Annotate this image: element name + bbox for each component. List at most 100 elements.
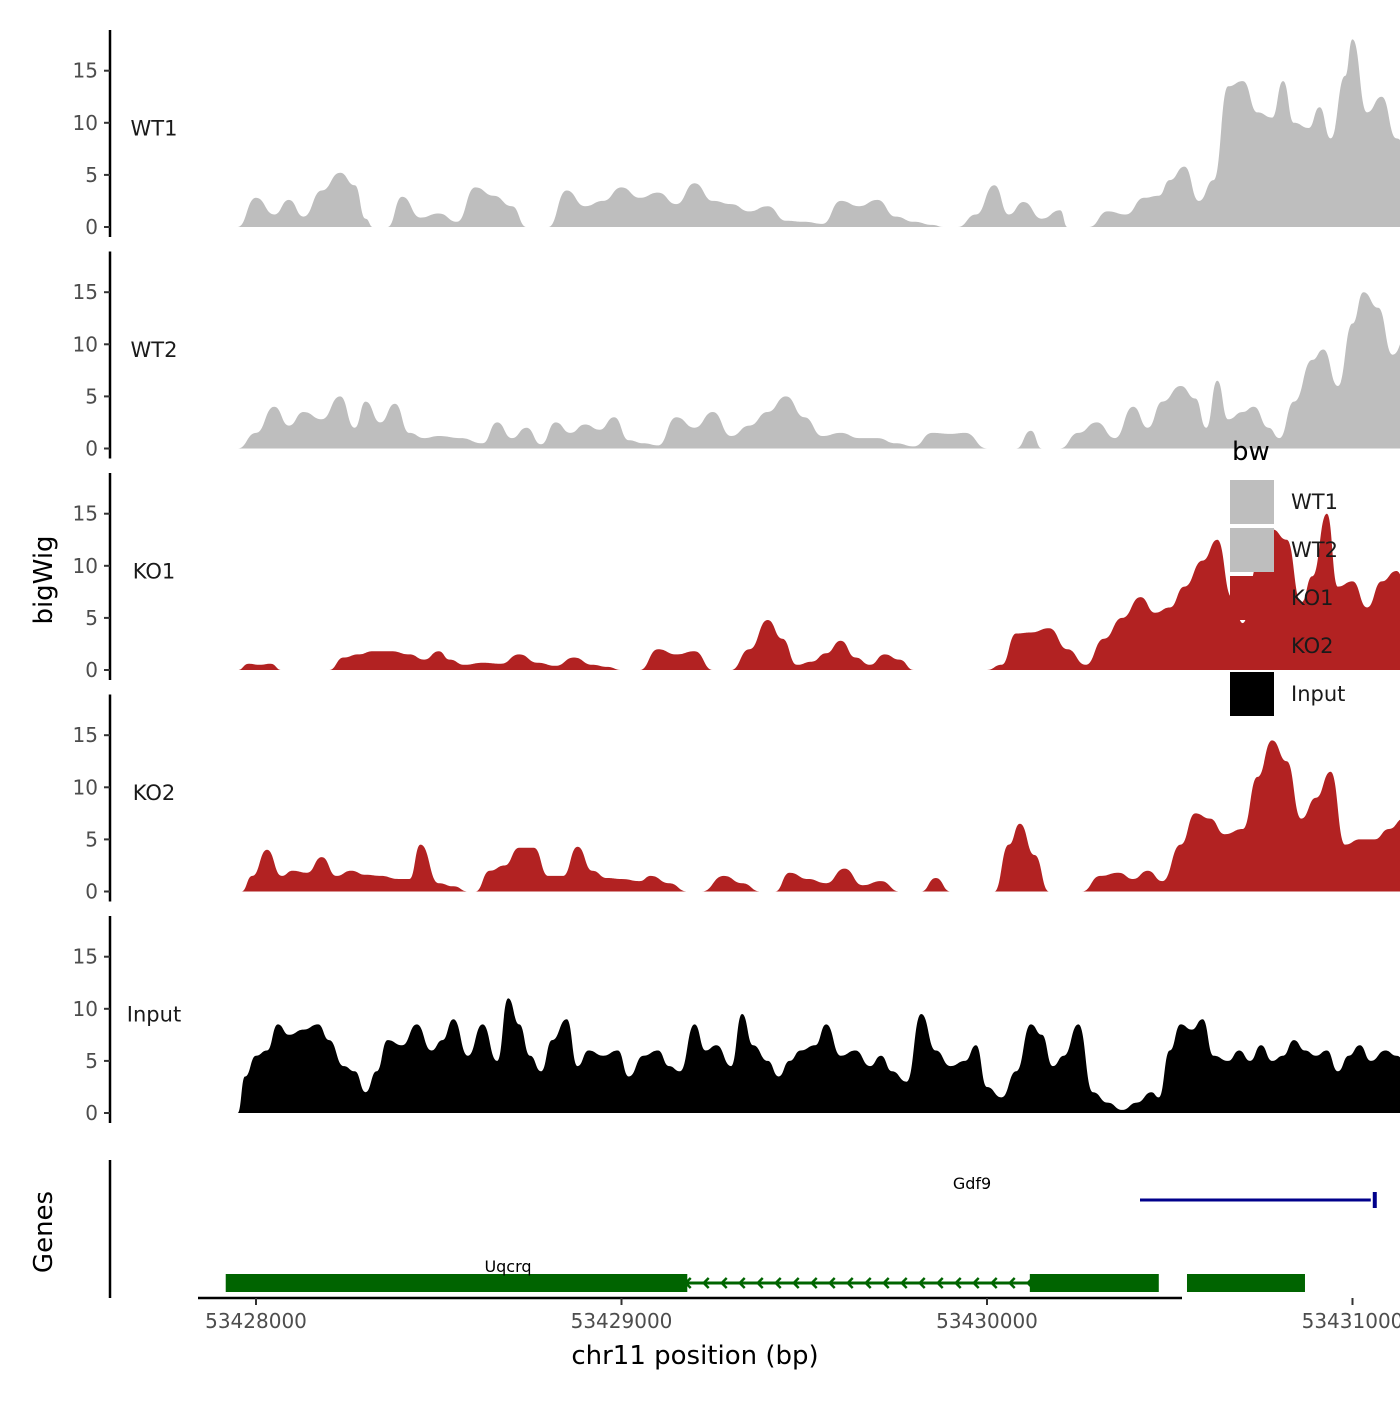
y-tick-label: 10 <box>73 111 98 135</box>
strand-arrow <box>755 1277 764 1289</box>
gene-name: Gdf9 <box>953 1174 991 1193</box>
y-tick-label: 15 <box>73 280 98 304</box>
y-tick-label: 0 <box>85 215 98 239</box>
y-tick-label: 5 <box>85 606 98 630</box>
area-wt1 <box>387 187 527 227</box>
genes-axis-title: Genes <box>29 1191 59 1273</box>
strand-arrow <box>971 1277 980 1289</box>
area-wt2 <box>1060 292 1400 449</box>
y-tick-label: 5 <box>85 163 98 187</box>
y-tick-label: 15 <box>73 59 98 83</box>
area-ko2 <box>994 823 1050 892</box>
x-axis: 5342800053429000534300005343100053432000… <box>198 1296 1400 1333</box>
area-ko1 <box>329 651 622 670</box>
strand-arrow <box>809 1277 818 1289</box>
x-axis-title: chr11 position (bp) <box>571 1341 818 1371</box>
strand-arrow <box>1007 1277 1016 1289</box>
y-tick-label: 10 <box>73 997 98 1021</box>
strand-arrow <box>737 1277 746 1289</box>
area-ko2 <box>921 878 951 892</box>
legend-title: bw <box>1232 437 1270 467</box>
legend-swatch-wt2 <box>1230 528 1274 572</box>
y-axis-title: bigWig <box>29 535 59 624</box>
track-label: WT1 <box>131 116 178 140</box>
y-tick-label: 15 <box>73 502 98 526</box>
area-ko1 <box>731 620 914 670</box>
strand-arrow <box>791 1277 800 1289</box>
area-input <box>237 998 1400 1113</box>
strand-arrow <box>899 1277 908 1289</box>
y-tick-label: 10 <box>73 332 98 356</box>
gene-gdf9: Gdf9 <box>953 1174 1377 1208</box>
track-wt1: 0 5 10 15 WT1 <box>73 30 1400 239</box>
track-input: 0 5 10 15 Input <box>73 916 1400 1125</box>
strand-arrow <box>953 1277 962 1289</box>
legend-label-ko1: KO1 <box>1291 586 1334 610</box>
genes-layer: Gdf9 Uqcrq <box>108 1160 1377 1298</box>
strand-arrow <box>935 1277 944 1289</box>
legend-swatch-input <box>1230 672 1274 716</box>
y-tick-label: 10 <box>73 554 98 578</box>
y-tick-label: 5 <box>85 384 98 408</box>
gene-name: Uqcrq <box>484 1257 531 1276</box>
legend: bw WT1 WT2 KO1 KO2 Input <box>1230 437 1345 716</box>
strand-arrow <box>989 1277 998 1289</box>
strand-arrow <box>863 1277 872 1289</box>
legend-label-ko2: KO2 <box>1291 634 1334 658</box>
tracks-layer: 0 5 10 15 WT1 0 5 10 15 WT2 0 5 10 15 KO1 0 5 10 15 KO2 0 5 10… <box>73 30 1400 1125</box>
legend-swatch-ko2 <box>1230 624 1274 668</box>
y-tick-label: 15 <box>73 723 98 747</box>
y-tick-label: 0 <box>85 437 98 461</box>
legend-swatch-wt1 <box>1230 480 1274 524</box>
strand-arrow <box>917 1277 926 1289</box>
track-wt2: 0 5 10 15 WT2 <box>73 251 1400 461</box>
y-tick-label: 5 <box>85 827 98 851</box>
area-wt1 <box>237 172 373 227</box>
area-wt2 <box>1016 430 1042 449</box>
x-tick-label: 53428000 <box>205 1309 307 1333</box>
strand-arrow <box>719 1277 728 1289</box>
area-ko2 <box>701 875 761 892</box>
strand-arrow <box>827 1277 836 1289</box>
area-ko1 <box>237 663 282 670</box>
gene-uqcrq: Uqcrq <box>225 1257 1305 1292</box>
legend-label-wt1: WT1 <box>1291 490 1338 514</box>
y-tick-label: 5 <box>85 1049 98 1073</box>
area-wt1 <box>548 183 944 227</box>
x-tick-label: 53430000 <box>936 1309 1038 1333</box>
legend-swatch-ko1 <box>1230 576 1274 620</box>
area-wt2 <box>237 396 987 449</box>
strand-arrow <box>881 1277 890 1289</box>
track-label: Input <box>127 1002 181 1026</box>
legend-label-input: Input <box>1291 682 1345 706</box>
legend-label-wt2: WT2 <box>1291 538 1338 562</box>
y-tick-label: 15 <box>73 945 98 969</box>
area-ko2 <box>475 846 688 892</box>
area-ko2 <box>241 844 468 892</box>
exon <box>225 1274 688 1292</box>
x-tick-label: 53429000 <box>571 1309 673 1333</box>
exon <box>1186 1274 1305 1292</box>
track-ko1: 0 5 10 15 KO1 <box>73 473 1400 682</box>
x-tick-label: 53431000 <box>1302 1309 1400 1333</box>
area-ko2 <box>1082 740 1400 892</box>
y-tick-label: 0 <box>85 880 98 904</box>
y-tick-label: 10 <box>73 775 98 799</box>
track-label: WT2 <box>131 338 178 362</box>
strand-arrow <box>701 1277 710 1289</box>
track-ko2: 0 5 10 15 KO2 <box>73 694 1400 904</box>
area-ko1 <box>639 649 713 670</box>
area-wt1 <box>1089 39 1400 227</box>
track-label: KO1 <box>133 559 176 583</box>
strand-arrow <box>773 1277 782 1289</box>
area-wt1 <box>957 185 1068 227</box>
area-ko1 <box>987 513 1400 670</box>
area-ko2 <box>775 868 900 892</box>
y-tick-label: 0 <box>85 1101 98 1125</box>
exon <box>1029 1274 1159 1292</box>
track-label: KO2 <box>133 781 176 805</box>
strand-arrow <box>845 1277 854 1289</box>
y-tick-label: 0 <box>85 658 98 682</box>
